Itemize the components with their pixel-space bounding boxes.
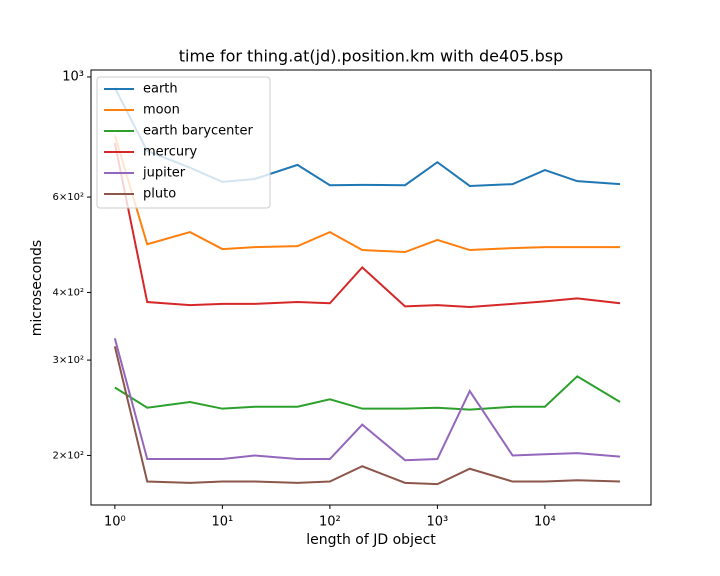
y-tick-label: 4×10² [53, 287, 84, 298]
legend-box [96, 76, 271, 209]
legend-label: earth [143, 82, 178, 97]
y-tick-label: 10³ [62, 69, 84, 84]
chart-title: time for thing.at(jd).position.km with d… [179, 47, 564, 66]
y-tick-label: 6×10² [53, 192, 84, 203]
legend-label: mercury [143, 145, 197, 160]
legend-label: earth barycenter [143, 124, 254, 139]
legend-label: jupiter [142, 166, 186, 181]
series-line [114, 375, 621, 411]
series-line [113, 142, 621, 308]
y-axis-label: microseconds [29, 240, 45, 336]
legend-label: moon [143, 103, 180, 118]
x-tick-label: 10⁰ [104, 515, 126, 530]
x-axis-label: length of JD object [306, 532, 436, 548]
y-tick-label: 2×10² [53, 450, 84, 461]
x-tick-label: 10⁴ [534, 515, 556, 530]
series-line [113, 338, 621, 462]
x-tick-label: 10¹ [211, 515, 233, 530]
y-tick-label: 3×10² [53, 355, 84, 366]
axes-frame [90, 69, 652, 506]
x-tick-label: 10² [319, 515, 341, 530]
series-line [113, 346, 621, 486]
series-line [113, 135, 621, 254]
x-tick-label: 10³ [427, 515, 449, 530]
legend-label: pluto [143, 187, 176, 202]
